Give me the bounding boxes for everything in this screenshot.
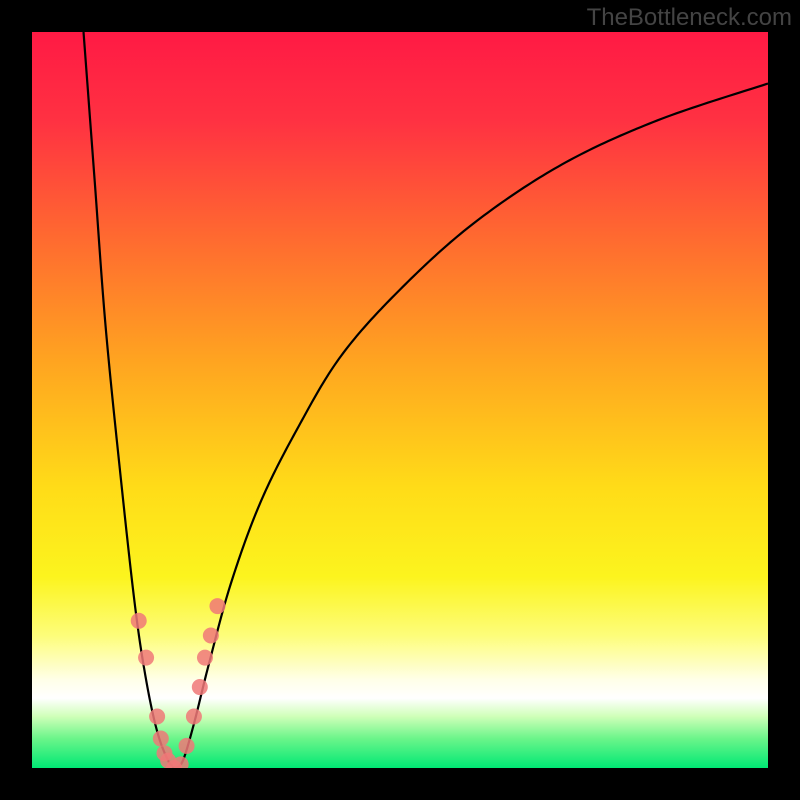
marker-point bbox=[153, 731, 169, 747]
marker-point bbox=[138, 650, 154, 666]
marker-point bbox=[192, 679, 208, 695]
marker-point bbox=[149, 708, 165, 724]
marker-point bbox=[179, 738, 195, 754]
bottleneck-chart: TheBottleneck.com bbox=[0, 0, 800, 800]
marker-point bbox=[197, 650, 213, 666]
marker-point bbox=[131, 613, 147, 629]
chart-svg bbox=[0, 0, 800, 800]
marker-point bbox=[186, 708, 202, 724]
watermark-text: TheBottleneck.com bbox=[587, 4, 792, 32]
marker-point bbox=[203, 628, 219, 644]
marker-point bbox=[209, 598, 225, 614]
